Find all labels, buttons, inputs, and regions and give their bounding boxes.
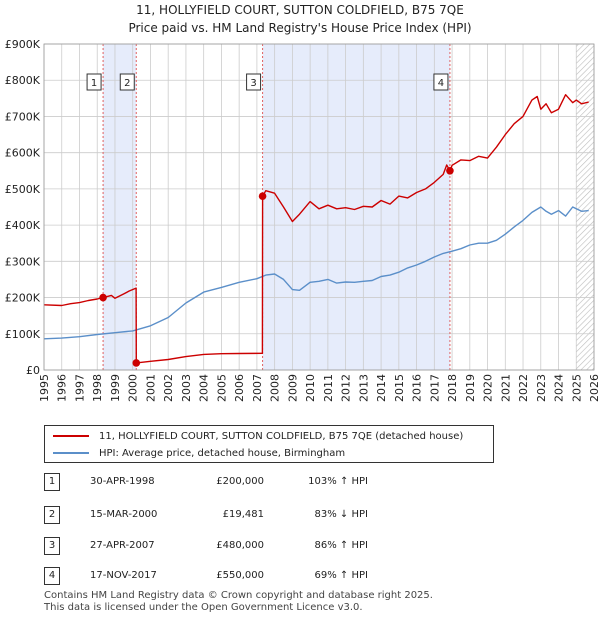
x-tick-label: 2014 — [375, 374, 388, 402]
plot-frame — [43, 43, 595, 371]
sale-number-badge: 1 — [44, 473, 60, 491]
sale-1-label-box — [86, 73, 102, 91]
chart-title: 11, HOLLYFIELD COURT, SUTTON COLDFIELD, … — [136, 3, 464, 17]
sale-3-point — [258, 192, 267, 200]
sale-price: £200,000 — [216, 476, 264, 487]
x-tick-label: 2005 — [215, 374, 228, 402]
hpi-line — [43, 206, 589, 340]
x-tick-label: 2001 — [144, 374, 157, 402]
table-row: 2 15-MAR-2000 £19,481 83% ↓ HPI — [0, 505, 600, 525]
sale-number-badge: 4 — [44, 567, 60, 585]
sale-3-label: 3 — [250, 78, 256, 89]
footer-copyright: Contains HM Land Registry data © Crown c… — [44, 590, 433, 601]
future-hatch-region — [576, 44, 594, 370]
x-tick-label: 2019 — [464, 374, 477, 402]
footer-licence: This data is licensed under the Open Gov… — [44, 602, 363, 613]
sale-price: £550,000 — [216, 570, 264, 581]
legend: 11, HOLLYFIELD COURT, SUTTON COLDFIELD, … — [44, 425, 494, 463]
x-tick-label: 2002 — [162, 374, 175, 402]
x-tick-label: 2020 — [482, 374, 495, 402]
sale-4-label-box — [433, 73, 449, 91]
y-tick-label: £900K — [5, 38, 41, 51]
sale-date: 27-APR-2007 — [90, 540, 155, 551]
table-row: 4 17-NOV-2017 £550,000 69% ↑ HPI — [0, 566, 600, 586]
footer: Contains HM Land Registry data © Crown c… — [44, 590, 433, 614]
sale-number-badge: 3 — [44, 537, 60, 555]
x-tick-label: 2003 — [180, 374, 193, 402]
sale-4-label: 4 — [438, 78, 444, 89]
x-tick-label: 1996 — [56, 374, 69, 402]
x-tick-label: 2004 — [198, 374, 211, 402]
sale-price: £480,000 — [216, 540, 264, 551]
sale-hpi-change: 86% ↑ HPI — [314, 540, 368, 551]
sale-date: 17-NOV-2017 — [90, 570, 157, 581]
legend-item-hpi: HPI: Average price, detached house, Birm… — [53, 445, 345, 461]
x-tick-label: 1997 — [73, 374, 86, 402]
shaded-span — [103, 44, 137, 370]
sale-hpi-change: 103% ↑ HPI — [308, 476, 368, 487]
x-tick-label: 2006 — [233, 374, 246, 402]
x-tick-label: 2012 — [340, 374, 353, 402]
legend-label-hpi: HPI: Average price, detached house, Birm… — [99, 447, 346, 459]
sale-2-label: 2 — [124, 78, 130, 89]
table-row: 1 30-APR-1998 £200,000 103% ↑ HPI — [0, 472, 600, 492]
y-tick-label: £800K — [5, 74, 41, 87]
x-tick-label: 2008 — [269, 374, 282, 402]
x-tick-label: 2010 — [304, 374, 317, 402]
y-tick-label: £600K — [5, 147, 41, 160]
table-row: 3 27-APR-2007 £480,000 86% ↑ HPI — [0, 536, 600, 556]
shaded-span — [262, 44, 450, 370]
x-tick-label: 1999 — [109, 374, 122, 402]
sale-2-point — [132, 359, 141, 367]
chart-subtitle: Price paid vs. HM Land Registry's House … — [128, 21, 471, 35]
x-tick-label: 2016 — [411, 374, 424, 402]
y-tick-label: £400K — [5, 219, 41, 232]
legend-swatch-hpi — [53, 452, 89, 454]
sale-date: 30-APR-1998 — [90, 476, 155, 487]
x-tick-label: 2000 — [127, 374, 140, 402]
x-tick-label: 2007 — [251, 374, 264, 402]
y-tick-label: £700K — [5, 110, 41, 123]
x-tick-label: 2026 — [588, 374, 600, 402]
sale-1-point — [99, 293, 107, 302]
sale-3-label-box — [246, 73, 262, 91]
x-tick-label: 2021 — [499, 374, 512, 402]
legend-item-property: 11, HOLLYFIELD COURT, SUTTON COLDFIELD, … — [53, 428, 463, 444]
price-chart: 11, HOLLYFIELD COURT, SUTTON COLDFIELD, … — [5, 3, 600, 402]
x-tick-label: 2024 — [553, 374, 566, 402]
sale-4-point — [446, 166, 454, 175]
property-price-line — [43, 94, 589, 364]
x-tick-label: 2018 — [446, 374, 459, 402]
sale-1-label: 1 — [91, 78, 97, 89]
sale-price: £19,481 — [222, 509, 264, 520]
sale-number-badge: 2 — [44, 506, 60, 524]
y-tick-label: £0 — [26, 364, 40, 377]
x-tick-label: 1995 — [38, 374, 51, 402]
x-tick-label: 2022 — [517, 374, 530, 402]
legend-swatch-property — [53, 435, 89, 437]
x-tick-label: 2013 — [357, 374, 370, 402]
x-tick-label: 2009 — [286, 374, 299, 402]
x-tick-label: 1998 — [91, 374, 104, 402]
sale-2-label-box — [119, 73, 135, 91]
x-tick-label: 2015 — [393, 374, 406, 402]
sale-hpi-change: 83% ↓ HPI — [314, 509, 368, 520]
x-tick-label: 2023 — [535, 374, 548, 402]
sale-hpi-change: 69% ↑ HPI — [314, 570, 368, 581]
y-tick-label: £300K — [5, 255, 41, 268]
x-tick-label: 2011 — [322, 374, 335, 402]
legend-label-property: 11, HOLLYFIELD COURT, SUTTON COLDFIELD, … — [99, 430, 464, 442]
x-tick-label: 2017 — [428, 374, 441, 402]
sale-date: 15-MAR-2000 — [90, 509, 158, 520]
y-tick-label: £200K — [5, 292, 41, 305]
x-tick-label: 2025 — [570, 374, 583, 402]
y-tick-label: £500K — [5, 183, 41, 196]
y-tick-label: £100K — [5, 328, 41, 341]
